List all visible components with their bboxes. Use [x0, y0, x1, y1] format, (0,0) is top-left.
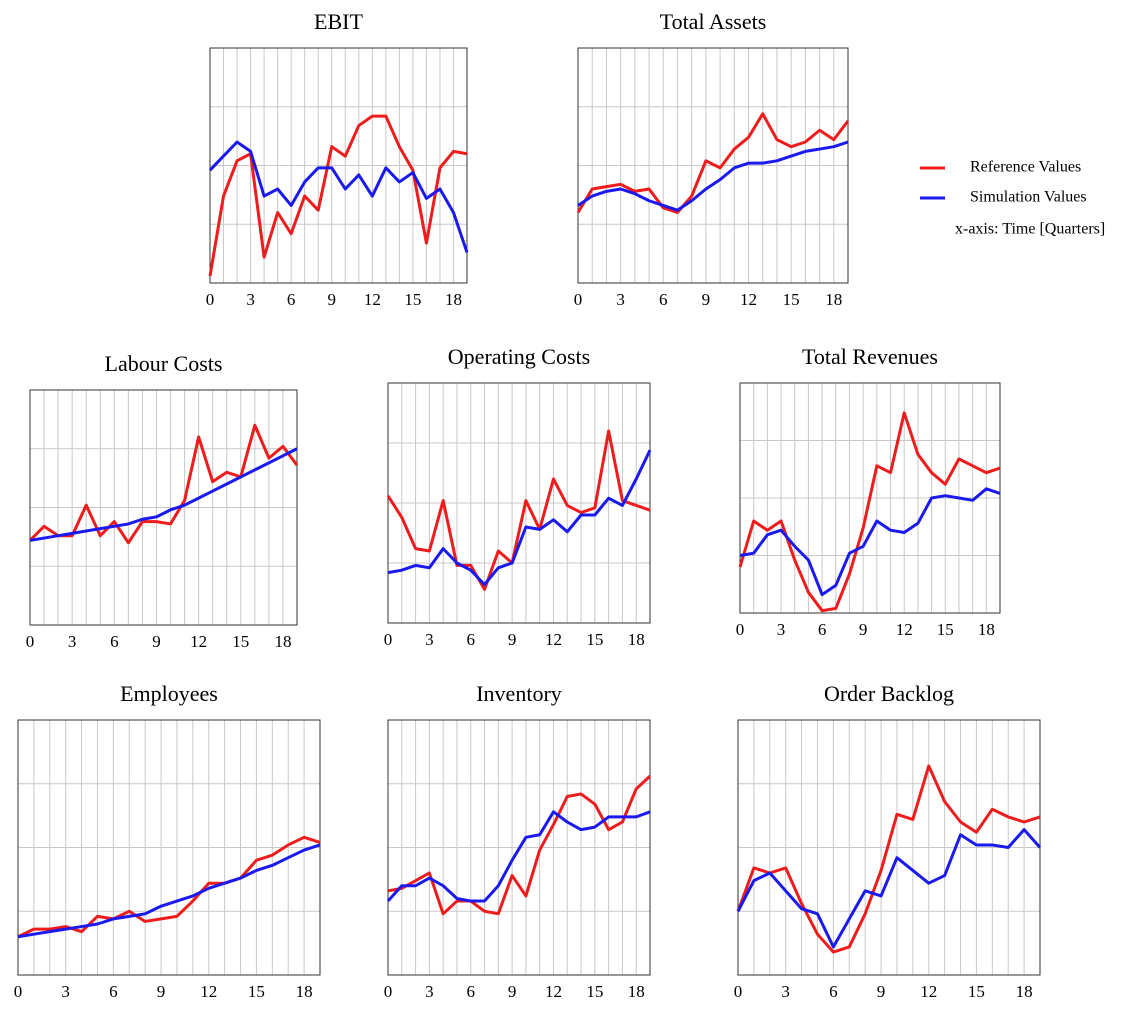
x-tick-label: 9	[702, 290, 711, 309]
series-line	[577, 140, 849, 212]
x-tick-label: 3	[425, 982, 434, 1001]
plot-frame	[739, 382, 1001, 614]
chart-title: Total Revenues	[802, 344, 938, 369]
series-line	[739, 487, 1001, 597]
x-tick-label: 12	[740, 290, 757, 309]
x-tick-label: 15	[232, 632, 249, 651]
chart-title: Employees	[120, 681, 218, 706]
x-tick-label: 6	[466, 630, 475, 649]
chart-title: Inventory	[476, 681, 562, 706]
x-tick-label: 3	[781, 982, 790, 1001]
chart-title: EBIT	[314, 9, 363, 34]
x-tick-label: 9	[859, 620, 868, 639]
x-tick-label: 9	[877, 982, 886, 1001]
series-line	[17, 843, 321, 939]
chart-title: Labour Costs	[105, 351, 223, 376]
x-tick-label: 12	[190, 632, 207, 651]
x-tick-label: 3	[61, 982, 70, 1001]
series-line	[208, 140, 469, 253]
series-line	[28, 423, 299, 545]
x-tick-label: 18	[628, 982, 645, 1001]
series-line	[29, 447, 298, 542]
chart-title: Order Backlog	[824, 681, 954, 706]
x-tick-label: 15	[968, 982, 985, 1001]
plot-frame	[209, 47, 468, 284]
x-tick-label: 18	[445, 290, 462, 309]
series-line	[576, 112, 850, 214]
x-tick-label: 0	[14, 982, 23, 1001]
series-line	[736, 764, 1041, 954]
x-tick-label: 9	[327, 290, 336, 309]
x-tick-label: 6	[110, 632, 119, 651]
x-tick-label: 0	[574, 290, 583, 309]
x-tick-label: 15	[586, 982, 603, 1001]
plot-frame	[387, 382, 651, 624]
x-tick-label: 0	[384, 982, 393, 1001]
x-tick-label: 15	[404, 290, 421, 309]
x-tick-label: 3	[246, 290, 255, 309]
x-tick-label: 0	[206, 290, 215, 309]
x-tick-label: 9	[508, 630, 517, 649]
x-tick-label: 18	[978, 620, 995, 639]
x-tick-label: 6	[659, 290, 668, 309]
x-tick-label: 3	[425, 630, 434, 649]
x-tick-label: 0	[736, 620, 745, 639]
x-tick-label: 3	[68, 632, 77, 651]
x-tick-label: 18	[296, 982, 313, 1001]
series-line	[387, 449, 652, 587]
series-line	[387, 774, 652, 916]
plot-frame	[577, 47, 849, 284]
legend-label: Simulation Values	[970, 189, 1087, 206]
x-tick-label: 15	[586, 630, 603, 649]
x-axis-note: x-axis: Time [Quarters]	[955, 221, 1105, 238]
x-tick-label: 6	[466, 982, 475, 1001]
x-tick-label: 0	[734, 982, 743, 1001]
x-tick-label: 12	[545, 630, 562, 649]
x-tick-label: 6	[818, 620, 827, 639]
x-tick-label: 12	[545, 982, 562, 1001]
x-tick-label: 15	[248, 982, 265, 1001]
x-tick-label: 3	[616, 290, 625, 309]
x-tick-label: 6	[287, 290, 296, 309]
x-tick-label: 9	[508, 982, 517, 1001]
x-tick-label: 18	[628, 630, 645, 649]
series-line	[208, 114, 468, 277]
x-tick-label: 0	[384, 630, 393, 649]
x-tick-label: 18	[825, 290, 842, 309]
plot-frame	[17, 719, 321, 976]
x-tick-label: 12	[896, 620, 913, 639]
x-tick-label: 6	[829, 982, 838, 1001]
series-line	[386, 429, 651, 591]
series-line	[17, 835, 321, 939]
series-line	[738, 411, 1001, 613]
x-tick-label: 0	[26, 632, 35, 651]
chart-title: Total Assets	[660, 9, 767, 34]
x-tick-label: 18	[274, 632, 291, 651]
series-line	[386, 810, 651, 903]
x-tick-label: 12	[364, 290, 381, 309]
x-tick-label: 6	[109, 982, 118, 1001]
x-tick-label: 9	[152, 632, 161, 651]
series-line	[736, 828, 1042, 949]
x-tick-label: 15	[937, 620, 954, 639]
x-tick-label: 3	[777, 620, 786, 639]
plot-frame	[387, 719, 651, 976]
x-tick-label: 18	[1016, 982, 1033, 1001]
plot-frame	[29, 389, 298, 626]
chart-title: Operating Costs	[448, 344, 590, 369]
x-tick-label: 12	[920, 982, 937, 1001]
x-tick-label: 9	[157, 982, 166, 1001]
x-tick-label: 15	[783, 290, 800, 309]
x-tick-label: 12	[200, 982, 217, 1001]
legend-label: Reference Values	[970, 159, 1081, 176]
